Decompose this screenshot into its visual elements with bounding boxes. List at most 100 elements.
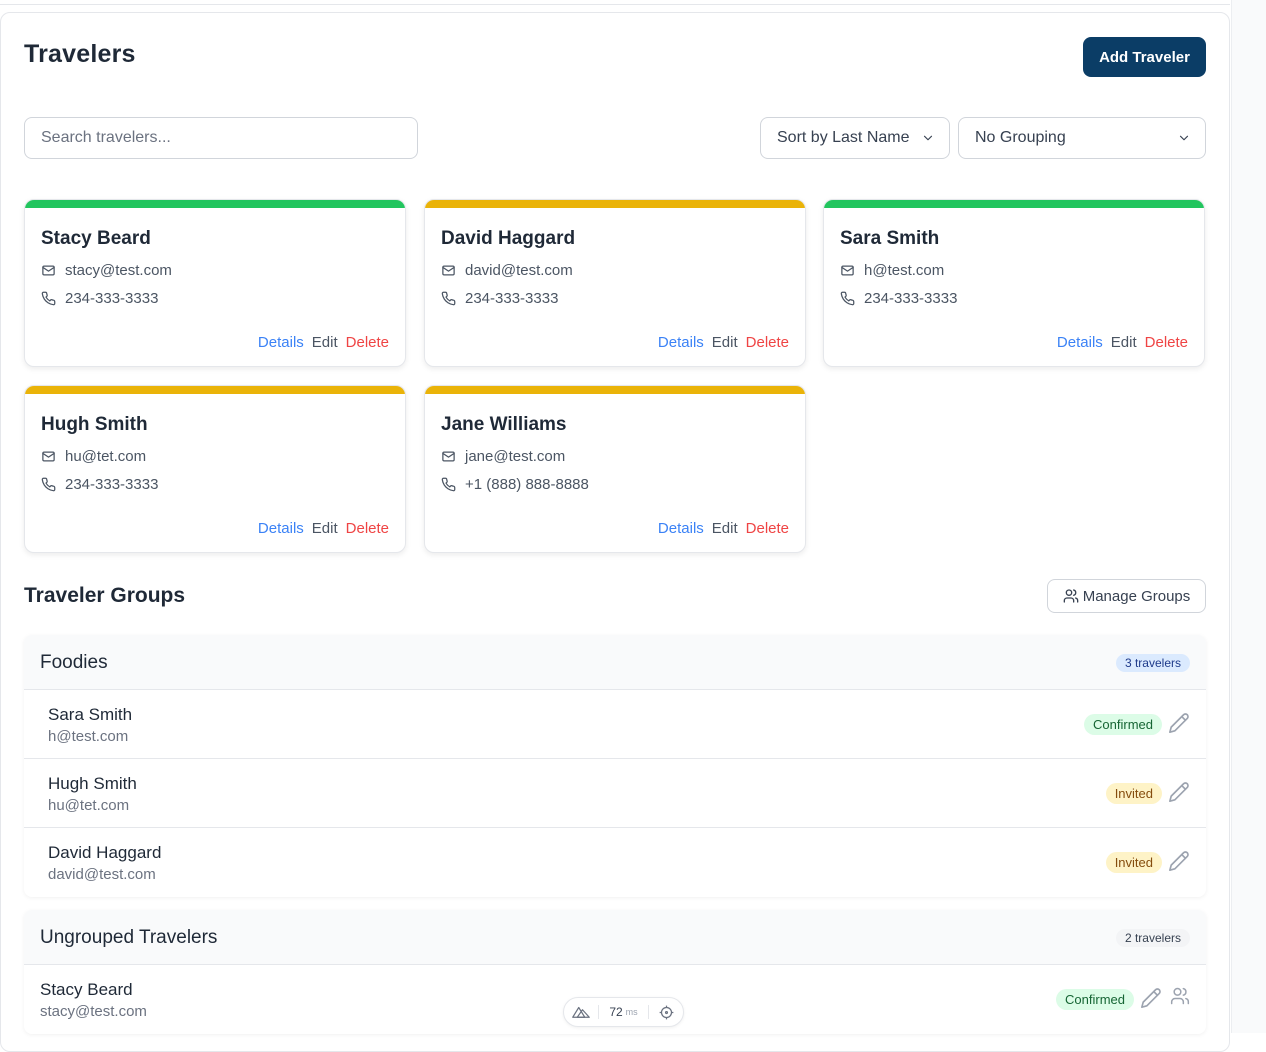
email-row: stacy@test.com bbox=[41, 262, 172, 279]
details-link[interactable]: Details bbox=[1056, 334, 1103, 351]
details-link[interactable]: Details bbox=[657, 334, 704, 351]
page-title: Travelers bbox=[24, 40, 136, 68]
traveler-card: Sara Smith h@test.com 234-333-3333 Detai… bbox=[823, 199, 1205, 367]
traveler-card: Jane Williams jane@test.com +1 (888) 888… bbox=[424, 385, 806, 553]
delete-link[interactable]: Delete bbox=[745, 520, 789, 537]
status-badge: Confirmed bbox=[1084, 714, 1162, 735]
member-name: Hugh Smith bbox=[48, 774, 137, 793]
traveler-email: stacy@test.com bbox=[65, 262, 172, 279]
group-count-badge: 3 travelers bbox=[1115, 654, 1190, 672]
group-name: Ungrouped Travelers bbox=[40, 927, 218, 948]
right-scroll-rail[interactable] bbox=[1231, 0, 1266, 1033]
traveler-name: Hugh Smith bbox=[41, 414, 148, 435]
edit-link[interactable]: Edit bbox=[711, 520, 738, 537]
users-icon bbox=[1063, 589, 1079, 603]
traveler-phone: 234-333-3333 bbox=[65, 290, 159, 307]
status-bar bbox=[25, 386, 405, 394]
chevron-down-icon bbox=[923, 135, 933, 141]
pencil-icon[interactable] bbox=[1168, 781, 1190, 803]
member-name: David Haggard bbox=[48, 843, 162, 862]
traveler-name: Sara Smith bbox=[840, 228, 940, 249]
search-input[interactable] bbox=[24, 117, 418, 159]
add-traveler-button[interactable]: Add Traveler bbox=[1083, 37, 1206, 77]
card-actions: Details Edit Delete bbox=[258, 520, 389, 537]
email-row: jane@test.com bbox=[441, 448, 565, 465]
pencil-icon[interactable] bbox=[1140, 987, 1162, 1009]
card-actions: Details Edit Delete bbox=[658, 334, 789, 351]
phone-row: 234-333-3333 bbox=[41, 290, 158, 307]
group-named: Foodies 3 travelers Sara Smith h@test.com Co… bbox=[24, 635, 1206, 897]
traveler-email: h@test.com bbox=[864, 262, 945, 279]
perf-widget: 72 ms bbox=[563, 997, 684, 1027]
details-link[interactable]: Details bbox=[257, 520, 304, 537]
email-row: hu@tet.com bbox=[41, 448, 146, 465]
traveler-name: David Haggard bbox=[441, 228, 576, 249]
traveler-name: Stacy Beard bbox=[41, 228, 151, 249]
phone-icon bbox=[441, 477, 456, 492]
edit-link[interactable]: Edit bbox=[711, 334, 738, 351]
delete-link[interactable]: Delete bbox=[745, 334, 789, 351]
traveler-card: Stacy Beard stacy@test.com 234-333-3333 … bbox=[24, 199, 406, 367]
details-link[interactable]: Details bbox=[657, 520, 704, 537]
manage-groups-button[interactable]: Manage Groups bbox=[1047, 579, 1206, 613]
phone-icon bbox=[441, 291, 456, 306]
assign-group-icon[interactable] bbox=[1170, 986, 1190, 1006]
email-row: david@test.com bbox=[441, 262, 573, 279]
perf-timing: 72 ms bbox=[599, 998, 649, 1026]
phone-icon bbox=[41, 291, 56, 306]
status-bar bbox=[425, 386, 805, 394]
member-name: Sara Smith bbox=[48, 705, 133, 724]
delete-link[interactable]: Delete bbox=[345, 520, 389, 537]
group-header: Foodies 3 travelers bbox=[24, 635, 1206, 690]
group-name: Foodies bbox=[40, 652, 108, 673]
traveler-email: david@test.com bbox=[465, 262, 573, 279]
traveler-phone: 234-333-3333 bbox=[65, 476, 159, 493]
perf-logo-icon bbox=[564, 998, 598, 1026]
phone-row: 234-333-3333 bbox=[840, 290, 957, 307]
status-bar bbox=[824, 200, 1204, 208]
member-name: Stacy Beard bbox=[40, 980, 133, 999]
status-badge: Invited bbox=[1105, 852, 1162, 873]
crosshair-icon[interactable] bbox=[649, 998, 683, 1026]
status-badge: Confirmed bbox=[1056, 989, 1134, 1010]
status-bar bbox=[25, 200, 405, 208]
group-member-row: Sara Smith h@test.com Confirmed bbox=[24, 690, 1206, 759]
mail-icon bbox=[42, 265, 55, 276]
mail-icon bbox=[841, 265, 854, 276]
pencil-icon[interactable] bbox=[1168, 850, 1190, 872]
mail-icon bbox=[442, 451, 455, 462]
phone-row: 234-333-3333 bbox=[41, 476, 158, 493]
sort-select[interactable]: Sort by Last Name bbox=[760, 117, 950, 159]
perf-divider bbox=[597, 1005, 599, 1019]
grouping-select-value: No Grouping bbox=[975, 129, 1066, 146]
group-ungrouped: Ungrouped Travelers 2 travelers Stacy Bear… bbox=[24, 910, 1206, 1034]
member-email: hu@tet.com bbox=[48, 797, 130, 814]
perf-divider bbox=[648, 1005, 650, 1019]
group-count-badge: 2 travelers bbox=[1115, 929, 1190, 947]
edit-link[interactable]: Edit bbox=[311, 520, 338, 537]
delete-link[interactable]: Delete bbox=[1144, 334, 1188, 351]
mail-icon bbox=[42, 451, 55, 462]
group-member-row: David Haggard david@test.com Invited bbox=[24, 828, 1206, 897]
traveler-email: hu@tet.com bbox=[65, 448, 147, 465]
edit-link[interactable]: Edit bbox=[1110, 334, 1137, 351]
group-member-row: Hugh Smith hu@tet.com Invited bbox=[24, 759, 1206, 828]
phone-row: 234-333-3333 bbox=[441, 290, 558, 307]
card-actions: Details Edit Delete bbox=[658, 520, 789, 537]
perf-value: 72 bbox=[609, 1005, 623, 1019]
traveler-phone: +1 (888) 888-8888 bbox=[465, 476, 589, 493]
phone-row: +1 (888) 888-8888 bbox=[441, 476, 589, 493]
chevron-down-icon bbox=[1179, 135, 1189, 141]
top-divider bbox=[0, 4, 1230, 5]
email-row: h@test.com bbox=[840, 262, 944, 279]
grouping-select[interactable]: No Grouping bbox=[958, 117, 1206, 159]
delete-link[interactable]: Delete bbox=[345, 334, 389, 351]
traveler-phone: 234-333-3333 bbox=[864, 290, 958, 307]
member-email: stacy@test.com bbox=[40, 1003, 147, 1020]
phone-icon bbox=[41, 477, 56, 492]
status-badge: Invited bbox=[1105, 783, 1162, 804]
card-actions: Details Edit Delete bbox=[258, 334, 389, 351]
details-link[interactable]: Details bbox=[257, 334, 304, 351]
pencil-icon[interactable] bbox=[1168, 712, 1190, 734]
edit-link[interactable]: Edit bbox=[311, 334, 338, 351]
